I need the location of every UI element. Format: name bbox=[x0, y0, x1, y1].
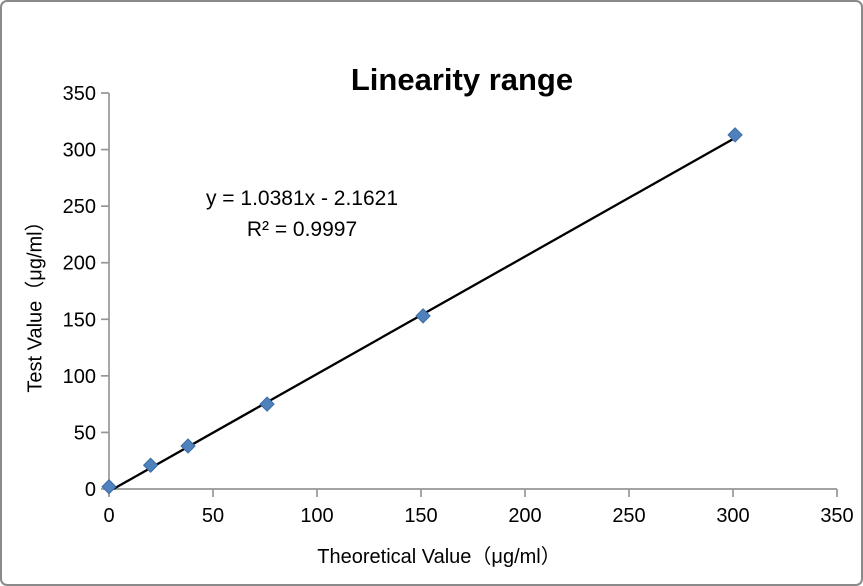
data-point bbox=[259, 396, 275, 412]
data-point bbox=[180, 438, 196, 454]
x-tick-label: 150 bbox=[404, 505, 437, 527]
r-squared-text: R² = 0.9997 bbox=[246, 218, 358, 241]
data-point bbox=[142, 457, 159, 473]
x-tick-label: 50 bbox=[202, 505, 224, 527]
x-tick-label: 250 bbox=[612, 505, 645, 527]
data-point bbox=[101, 479, 117, 495]
x-tick-label: 350 bbox=[820, 505, 853, 527]
x-tick-label: 0 bbox=[103, 505, 114, 527]
y-tick-label: 50 bbox=[74, 422, 96, 444]
y-tick-label: 200 bbox=[63, 253, 96, 275]
x-tick-label: 100 bbox=[300, 505, 333, 527]
trendline-annotation: y = 1.0381x - 2.1621 R² = 0.9997 bbox=[147, 183, 457, 245]
y-tick-label: 0 bbox=[85, 479, 96, 501]
y-tick-label: 300 bbox=[63, 140, 96, 162]
y-tick-label: 150 bbox=[63, 309, 96, 331]
data-point bbox=[727, 127, 743, 143]
x-tick-label: 200 bbox=[508, 505, 541, 527]
data-point bbox=[415, 308, 431, 324]
x-tick-label: 300 bbox=[716, 505, 749, 527]
x-axis-title: Theoretical Value（μg/ml） bbox=[317, 546, 561, 568]
chart-title: Linearity range bbox=[350, 62, 574, 97]
y-tick-label: 250 bbox=[63, 196, 96, 218]
equation-text: y = 1.0381x - 2.1621 bbox=[205, 187, 399, 210]
y-tick-label: 100 bbox=[63, 366, 96, 388]
y-tick-label: 350 bbox=[63, 83, 96, 105]
